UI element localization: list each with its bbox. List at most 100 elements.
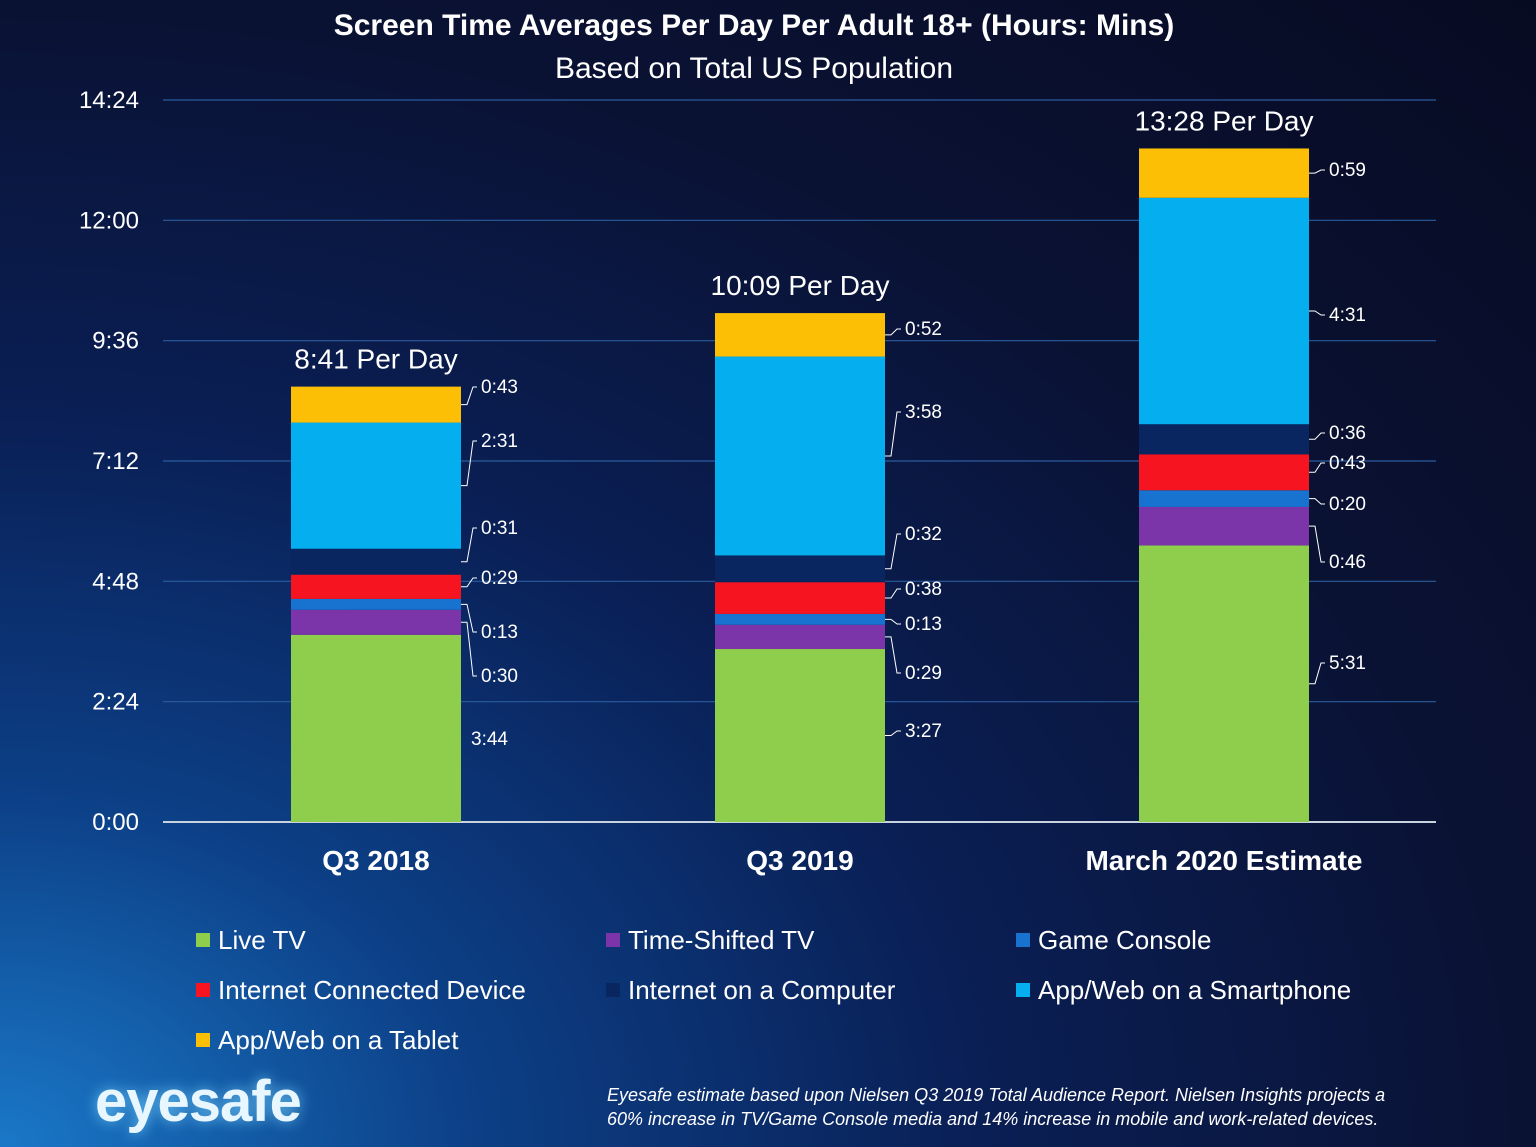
footnote: Eyesafe estimate based upon Nielsen Q3 2…: [607, 1083, 1487, 1131]
bar-segment: [1139, 545, 1309, 822]
legend-item: App/Web on a Tablet: [196, 1022, 606, 1058]
bar-segment: [715, 582, 885, 614]
segment-value-label: 0:52: [905, 319, 942, 340]
segment-value-label: 0:43: [481, 377, 518, 398]
legend-swatch: [196, 983, 210, 997]
leader-line: [461, 527, 477, 563]
bar-total-label: 8:41 Per Day: [294, 344, 457, 375]
legend-swatch: [1016, 933, 1030, 947]
leader-line: [885, 328, 901, 336]
legend-label: Game Console: [1038, 924, 1212, 955]
segment-value-label: 0:13: [905, 614, 942, 635]
segment-value-label: 3:27: [905, 721, 942, 742]
legend-label: App/Web on a Tablet: [218, 1024, 459, 1055]
leader-line: [461, 621, 477, 677]
segment-value-label: 3:44: [471, 729, 508, 750]
legend-swatch: [606, 983, 620, 997]
segment-value-label: 2:31: [481, 431, 518, 452]
bar-segment: [715, 624, 885, 650]
chart-subtitle: Based on Total US Population: [555, 52, 953, 85]
leader-line: [1309, 310, 1325, 316]
leader-line: [461, 603, 477, 633]
segment-value-label: 0:29: [905, 663, 942, 684]
segment-value-label: 5:31: [1329, 653, 1366, 674]
y-tick-label: 12:00: [79, 207, 139, 234]
legend-item: Internet on a Computer: [606, 972, 1016, 1008]
segment-value-label: 0:32: [905, 524, 942, 545]
legend-label: Internet on a Computer: [628, 974, 896, 1005]
segment-value-label: 0:36: [1329, 423, 1366, 444]
legend-label: Time-Shifted TV: [628, 924, 815, 955]
legend-item: Game Console: [1016, 922, 1436, 958]
y-tick-label: 7:12: [92, 448, 139, 475]
legend-label: Live TV: [218, 924, 306, 955]
leader-line: [885, 730, 901, 737]
bar-segment: [291, 548, 461, 575]
y-tick-label: 9:36: [92, 328, 139, 355]
segment-labels: 3:44 0:30 0:13 0:29 0:31 2:31 0:43 8:41 Per Day…: [294, 105, 1366, 876]
bar-segment: [291, 634, 461, 822]
x-category-label: Q3 2019: [746, 845, 853, 876]
segment-value-label: 0:29: [481, 568, 518, 589]
y-tick-label: 14:24: [79, 87, 139, 114]
y-tick-label: 0:00: [92, 809, 139, 836]
legend-swatch: [606, 933, 620, 947]
leader-line: [1309, 462, 1325, 473]
leader-line: [885, 636, 901, 674]
footnote-line-2: 60% increase in TV/Game Console media an…: [607, 1109, 1379, 1129]
segment-value-label: 4:31: [1329, 305, 1366, 326]
bar-segment: [291, 609, 461, 635]
segment-value-label: 0:43: [1329, 453, 1366, 474]
bar-total-label: 13:28 Per Day: [1135, 105, 1314, 136]
legend-label: Internet Connected Device: [218, 974, 526, 1005]
leader-line: [1309, 525, 1325, 563]
bar-segment: [1139, 424, 1309, 455]
leader-line: [885, 411, 901, 457]
legend-item: Live TV: [196, 922, 606, 958]
bar-segment: [1139, 490, 1309, 507]
legend-item: Internet Connected Device: [196, 972, 606, 1008]
segment-value-label: 0:31: [481, 518, 518, 539]
legend: Live TV Time-Shifted TV Game Console Intern…: [196, 922, 1436, 1058]
segment-value-label: 0:59: [1329, 160, 1366, 181]
segment-value-label: 0:38: [905, 579, 942, 600]
bar-segment: [715, 649, 885, 822]
bars: [291, 148, 1309, 822]
leader-line: [1309, 432, 1325, 440]
leader-line: [885, 533, 901, 570]
bar-segment: [715, 313, 885, 357]
leader-line: [885, 618, 901, 625]
bar-segment: [1139, 454, 1309, 491]
leader-line: [1309, 498, 1325, 505]
segment-value-label: 0:30: [481, 666, 518, 687]
bar-total-label: 10:09 Per Day: [711, 270, 890, 301]
segment-value-label: 0:46: [1329, 552, 1366, 573]
bar-segment: [715, 613, 885, 625]
leader-line: [461, 386, 477, 406]
legend-swatch: [196, 1033, 210, 1047]
bar-segment: [715, 356, 885, 556]
leader-line: [1309, 169, 1325, 174]
bar-segment: [291, 422, 461, 549]
x-category-label: Q3 2018: [322, 845, 429, 876]
stacked-bar-chart: Screen Time Averages Per Day Per Adult 1…: [79, 9, 1436, 876]
leader-line: [885, 588, 901, 599]
bar-segment: [1139, 197, 1309, 425]
eyesafe-logo: eyesafe: [95, 1069, 302, 1134]
bar-segment: [291, 386, 461, 423]
legend-swatch: [196, 933, 210, 947]
bar-segment: [291, 598, 461, 610]
bar-segment: [291, 574, 461, 599]
footnote-line-1: Eyesafe estimate based upon Nielsen Q3 2…: [607, 1085, 1386, 1105]
segment-value-label: 3:58: [905, 402, 942, 423]
bar-segment: [1139, 148, 1309, 198]
bar-segment: [1139, 506, 1309, 546]
leader-line: [461, 440, 477, 487]
bar-segment: [715, 555, 885, 583]
leader-line: [461, 577, 477, 588]
legend-item: Time-Shifted TV: [606, 922, 1016, 958]
legend-label: App/Web on a Smartphone: [1038, 974, 1352, 1005]
legend-swatch: [1016, 983, 1030, 997]
chart-title: Screen Time Averages Per Day Per Adult 1…: [334, 9, 1175, 42]
segment-value-label: 0:13: [481, 622, 518, 643]
